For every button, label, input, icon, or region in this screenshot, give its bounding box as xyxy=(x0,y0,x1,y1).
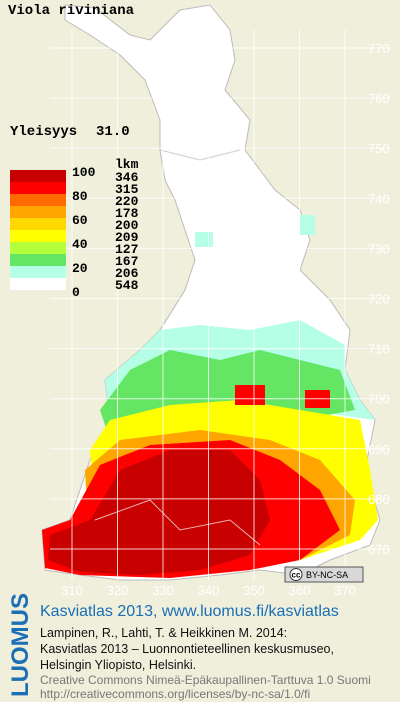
license-line: Creative Commons Nimeä-Epäkaupallinen-Ta… xyxy=(40,673,371,687)
badge-icon xyxy=(289,568,303,581)
citation-line: Helsingin Yliopisto, Helsinki. xyxy=(40,658,196,672)
northing-label: 740 xyxy=(368,191,390,206)
legend-swatch xyxy=(10,242,66,254)
license-line: http://creativecommons.org/licenses/by-n… xyxy=(40,687,310,701)
legend-scale-label: 100 xyxy=(72,165,96,180)
badge-box xyxy=(284,566,364,583)
legend-scale-label: 0 xyxy=(72,285,80,300)
license-badge: cc BY-NC-SA xyxy=(284,566,364,583)
easting-label: 320 xyxy=(107,583,129,598)
legend-count: 346 xyxy=(115,170,139,185)
legend-header: lkm xyxy=(115,157,139,172)
citation: Lampinen, R., Lahti, T. & Heikkinen M. 2… xyxy=(40,626,334,672)
legend-count: 200 xyxy=(115,218,139,233)
region-border xyxy=(94,499,261,546)
easting-label: 330 xyxy=(152,583,174,598)
northing-label: 670 xyxy=(368,542,390,557)
legend-swatch xyxy=(10,182,66,194)
easting-label: 370 xyxy=(334,583,356,598)
legend-scale-label: 60 xyxy=(72,213,88,228)
legend-swatch xyxy=(10,194,66,206)
frequency-value: 31.0 xyxy=(96,124,130,140)
legend-count: 548 xyxy=(115,278,139,293)
citation-line: Lampinen, R., Lahti, T. & Heikkinen M. 2… xyxy=(40,626,287,640)
legend-swatch xyxy=(10,266,66,278)
easting-label: 310 xyxy=(61,583,83,598)
northing-label: 710 xyxy=(368,342,390,357)
easting-label: 340 xyxy=(198,583,220,598)
northing-label: 760 xyxy=(368,91,390,106)
northing-label: 680 xyxy=(368,492,390,507)
legend-swatch xyxy=(10,170,66,182)
northing-label: 730 xyxy=(368,241,390,256)
license: Creative Commons Nimeä-Epäkaupallinen-Ta… xyxy=(40,673,371,701)
legend-scale-label: 40 xyxy=(72,237,88,252)
legend: lkm 346315220178200209127167206548100806… xyxy=(10,157,139,300)
easting-label: 350 xyxy=(243,583,265,598)
legend-swatch xyxy=(10,218,66,230)
easting-label: 360 xyxy=(289,583,311,598)
northing-label: 690 xyxy=(368,442,390,457)
legend-swatch xyxy=(10,230,66,242)
grid: 770 760 750 740 730 720 710 700 690 680 670 310 320 3… xyxy=(50,30,390,598)
northing-label: 770 xyxy=(368,41,390,56)
species-title: Viola riviniana xyxy=(8,3,135,19)
brand: LUOMUS xyxy=(7,593,34,697)
legend-count: 209 xyxy=(115,230,139,245)
legend-scale-label: 80 xyxy=(72,189,88,204)
region-border xyxy=(159,149,241,161)
zone-dark-red xyxy=(48,450,270,575)
hotspot xyxy=(235,385,265,405)
map xyxy=(41,4,381,581)
legend-count: 167 xyxy=(115,254,138,269)
legend-swatch xyxy=(10,206,66,218)
legend-count: 220 xyxy=(115,194,139,209)
legend-count: 178 xyxy=(115,206,139,221)
hotspot xyxy=(195,232,213,247)
legend-count: 127 xyxy=(115,242,138,257)
northing-label: 750 xyxy=(368,141,390,156)
frequency-label: Yleisyys xyxy=(10,124,77,140)
legend-count: 206 xyxy=(115,266,139,281)
badge-icon-text: cc xyxy=(292,571,301,580)
hotspot xyxy=(300,215,315,235)
legend-swatch xyxy=(10,278,66,290)
northing-label: 720 xyxy=(368,292,390,307)
legend-scale-label: 20 xyxy=(72,261,88,276)
legend-swatch xyxy=(10,254,66,266)
citation-line: Kasviatlas 2013 – Luonnontieteellinen ke… xyxy=(40,642,334,656)
atlas-link[interactable]: Kasviatlas 2013, www.luomus.fi/kasviatla… xyxy=(40,603,339,620)
northing-label: 700 xyxy=(368,392,390,407)
badge-text: BY-NC-SA xyxy=(306,570,348,580)
legend-count: 315 xyxy=(115,182,139,197)
